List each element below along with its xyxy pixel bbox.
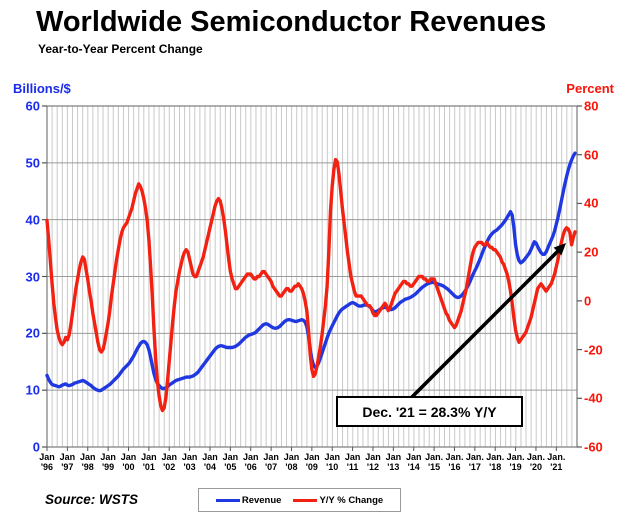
left-axis-tick-label: 40 xyxy=(25,212,40,228)
annotation-arrowhead xyxy=(553,243,566,256)
x-axis-tick-label: Jan '97 xyxy=(59,452,76,472)
right-axis-tick-label: 20 xyxy=(584,244,599,260)
source-note: Source: WSTS xyxy=(45,492,139,507)
x-axis-tick-label: Jan '98 xyxy=(79,452,96,472)
x-axis-tick-label: Jan '11 xyxy=(344,452,361,472)
x-axis-tick-label: Jan. '15 xyxy=(425,452,444,472)
x-axis-tick-label: Jan. '16 xyxy=(445,452,464,472)
right-axis-tick-label: 0 xyxy=(584,293,592,309)
x-axis-tick-label: Jan '07 xyxy=(263,452,279,472)
right-axis-tick-label: -40 xyxy=(584,390,603,406)
x-axis-tick-label: Jan '99 xyxy=(100,452,116,472)
right-axis-tick-label: -60 xyxy=(584,439,603,455)
x-axis-tick-label: Jan '02 xyxy=(161,452,177,472)
legend-label-yoy: Y/Y % Change xyxy=(319,494,384,506)
left-axis-title: Billions/$ xyxy=(13,81,71,96)
right-axis-tick-label: 80 xyxy=(584,98,599,114)
revenue-line-swatch xyxy=(215,498,240,502)
yoy-change-line xyxy=(45,157,577,413)
x-axis-tick-label: Jan '96 xyxy=(39,452,55,472)
x-axis-tick-label: Jan '13 xyxy=(385,452,402,472)
x-axis-tick-label: Jan '09 xyxy=(304,452,320,472)
left-axis-tick-label: 20 xyxy=(25,325,40,341)
chart-title: Worldwide Semiconductor Revenues xyxy=(36,6,547,38)
left-axis-tick-label: 30 xyxy=(25,269,40,284)
right-axis-title: Percent xyxy=(566,81,614,96)
legend-label-revenue: Revenue xyxy=(241,494,282,506)
left-axis-tick-label: 10 xyxy=(25,382,40,398)
left-axis-tick-label: 0 xyxy=(32,439,40,455)
x-axis-tick-label: Jan. '18 xyxy=(486,452,505,472)
chart-subtitle: Year-to-Year Percent Change xyxy=(38,42,203,56)
x-axis-tick-label: Jan '12 xyxy=(365,452,381,472)
x-axis-tick-label: Jan '05 xyxy=(222,452,239,472)
left-axis-tick-label: 60 xyxy=(25,98,40,114)
annotation-callout: Dec. '21 = 28.3% Y/Y xyxy=(336,396,523,427)
x-axis-tick-label: Jan '01 xyxy=(141,452,157,472)
annotation-arrow xyxy=(408,248,561,401)
x-axis-tick-label: Jan. '20 xyxy=(526,452,545,472)
right-axis-tick-label: 40 xyxy=(584,195,599,211)
right-axis-tick-label: -20 xyxy=(584,342,603,358)
x-axis-tick-label: Jan '00 xyxy=(120,452,137,472)
x-axis-tick-label: Jan '08 xyxy=(283,452,300,472)
x-axis-tick-label: Jan. '19 xyxy=(506,452,525,472)
right-axis-tick-label: 60 xyxy=(584,147,599,163)
legend-item-yoy: Y/Y % Change xyxy=(293,495,383,506)
x-axis-tick-label: Jan '04 xyxy=(202,452,218,472)
x-axis-tick-label: Jan '10 xyxy=(324,452,340,472)
left-axis-tick-label: 50 xyxy=(25,155,40,171)
x-axis-tick-label: Jan. '21 xyxy=(547,452,566,472)
x-axis-tick-label: Jan '03 xyxy=(181,452,198,472)
x-axis-tick-label: Jan '06 xyxy=(242,452,259,472)
legend: Revenue Y/Y % Change xyxy=(198,488,401,512)
x-axis-tick-label: Jan '14 xyxy=(405,452,422,472)
annotation-text: Dec. '21 = 28.3% Y/Y xyxy=(362,403,497,420)
x-axis-tick-label: Jan. '17 xyxy=(465,452,484,472)
yoy-line-swatch xyxy=(293,498,318,502)
legend-item-revenue: Revenue xyxy=(215,494,282,506)
